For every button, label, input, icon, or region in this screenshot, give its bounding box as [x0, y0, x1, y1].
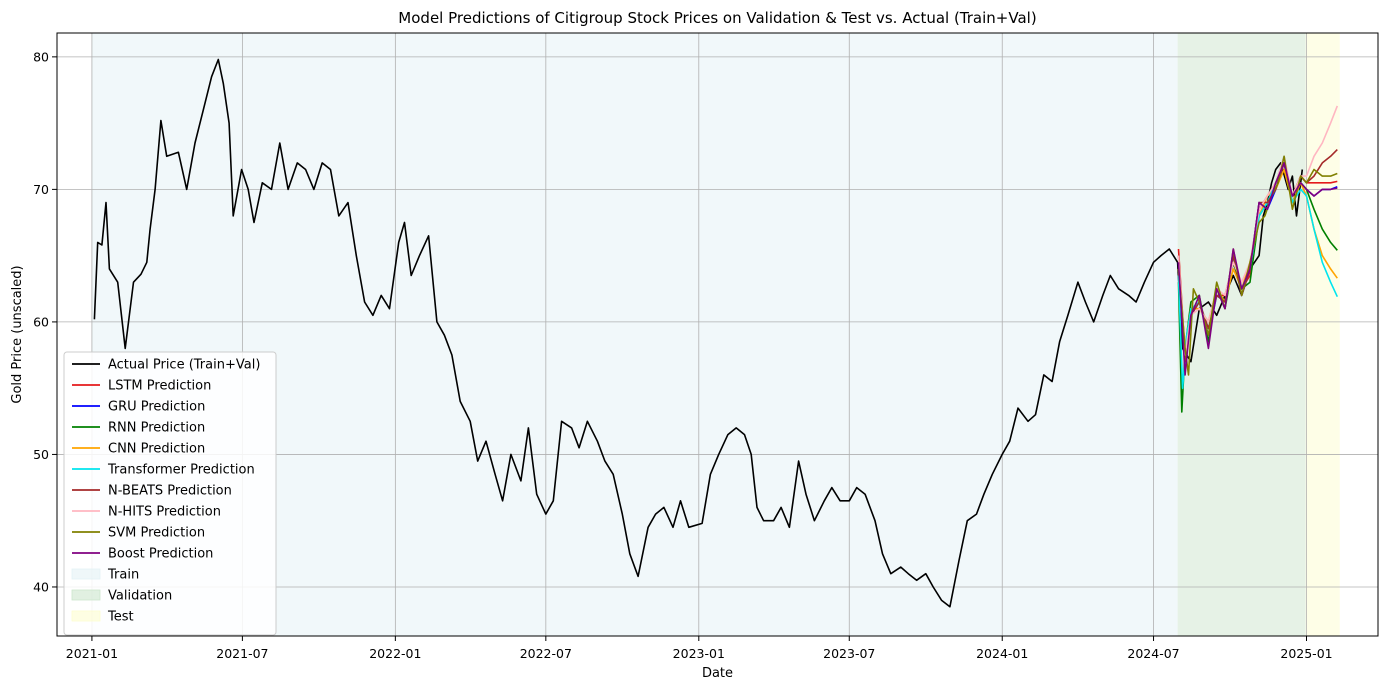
legend-label: RNN Prediction [108, 421, 205, 436]
series-line-svm-prediction [1177, 155, 1338, 376]
y-axis-ticks: 40 50 60 70 80 [33, 49, 57, 594]
legend-label: N-BEATS Prediction [108, 484, 232, 499]
legend-label: GRU Prediction [108, 400, 205, 415]
legend-label: CNN Prediction [108, 442, 205, 457]
y-tick-label: 40 [33, 579, 49, 594]
chart-title: Model Predictions of Citigroup Stock Pri… [398, 9, 1036, 27]
y-tick-label: 50 [33, 447, 49, 462]
region-bands [91, 33, 1340, 636]
legend-label: Actual Price (Train+Val) [108, 358, 260, 373]
legend-swatch [71, 568, 101, 580]
legend-label: SVM Prediction [108, 526, 205, 541]
x-tick-label: 2023-07 [823, 646, 875, 661]
x-tick-label: 2025-01 [1280, 646, 1332, 661]
series-line-rnn-prediction [1177, 162, 1338, 413]
legend-label: LSTM Prediction [108, 379, 211, 394]
x-axis-label: Date [702, 666, 733, 681]
region-test [1305, 33, 1340, 636]
legend-label: Validation [108, 589, 172, 604]
x-tick-label: 2024-01 [976, 646, 1028, 661]
y-tick-label: 70 [33, 182, 49, 197]
plot-frame [56, 32, 1379, 637]
series-line-boost-prediction [1177, 162, 1338, 376]
legend-swatch [71, 589, 101, 601]
legend-label: N-HITS Prediction [108, 505, 221, 520]
x-tick-label: 2022-01 [369, 646, 421, 661]
y-tick-label: 80 [33, 49, 49, 64]
x-tick-label: 2021-01 [66, 646, 118, 661]
x-tick-label: 2023-01 [673, 646, 725, 661]
series-line-actual-price-train-val [93, 58, 1304, 608]
x-tick-label: 2024-07 [1127, 646, 1179, 661]
region-validation [1177, 33, 1306, 636]
x-axis-ticks: 2021-01 2021-07 2022-01 2022-07 2023-01 2023-… [66, 636, 1333, 661]
legend-label: Boost Prediction [108, 547, 213, 562]
legend-label: Test [107, 610, 134, 625]
grid-lines [57, 33, 1378, 636]
legend: Actual Price (Train+Val) LSTM Prediction G… [63, 351, 277, 636]
y-tick-label: 60 [33, 314, 49, 329]
y-axis-label: Gold Price (unscaled) [10, 265, 25, 403]
x-tick-label: 2022-07 [520, 646, 572, 661]
legend-box [63, 351, 277, 636]
x-tick-label: 2021-07 [216, 646, 268, 661]
legend-label: Train [107, 568, 139, 583]
legend-label: Transformer Prediction [107, 463, 255, 478]
legend-swatch [71, 610, 101, 622]
series-lines [93, 58, 1339, 608]
